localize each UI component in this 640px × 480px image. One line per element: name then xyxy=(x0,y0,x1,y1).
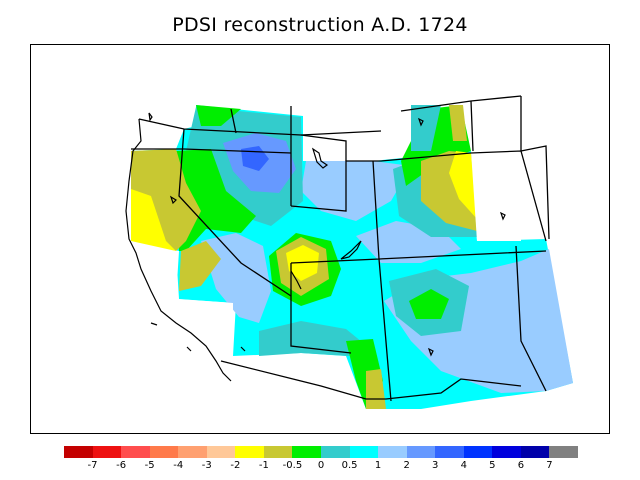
legend-swatch xyxy=(435,446,465,458)
lake-2 xyxy=(417,117,424,127)
border-wy-ne xyxy=(380,150,547,242)
pdsi-field xyxy=(131,105,573,409)
legend-tick-label: 6 xyxy=(517,460,525,471)
legend-tick-label: -5 xyxy=(144,460,155,471)
legend-tick-label: 3 xyxy=(432,460,439,471)
map-title: PDSI reconstruction A.D. 1724 xyxy=(172,14,468,36)
border-nm-tx xyxy=(515,245,547,392)
legend-swatch xyxy=(263,446,293,458)
border-ne-east xyxy=(520,145,550,240)
legend-tick-label: 7 xyxy=(546,460,553,471)
state-boundaries xyxy=(131,95,550,402)
region-green-nm xyxy=(409,289,449,319)
border-ca-nv xyxy=(178,128,292,297)
border-mexico xyxy=(220,360,522,400)
legend-swatch xyxy=(92,446,122,458)
legend-swatch xyxy=(149,446,179,458)
region-yellow-ne xyxy=(449,151,477,219)
coastline xyxy=(125,118,232,382)
legend-swatch xyxy=(321,446,351,458)
border-us-canada-west xyxy=(138,118,382,136)
region-ocean-mask xyxy=(131,241,233,361)
legend-tick-label: 4 xyxy=(460,460,467,471)
legend-tick-label: 0.5 xyxy=(341,460,358,471)
legend-swatch xyxy=(520,446,550,458)
great-salt-lake xyxy=(340,240,362,260)
channel-islands xyxy=(150,322,246,352)
legend-swatch xyxy=(549,446,579,458)
region-yellow-west xyxy=(131,189,176,251)
map-frame xyxy=(30,44,610,434)
legend-tick-label: -1 xyxy=(258,460,269,471)
region-olive-sw xyxy=(179,241,221,291)
legend-swatch xyxy=(121,446,151,458)
region-mask-ne xyxy=(471,143,521,241)
region-green-west xyxy=(176,149,256,251)
lake-mead xyxy=(290,270,302,290)
legend-swatch xyxy=(64,446,94,458)
pdsi-map xyxy=(125,95,573,409)
border-dakotas xyxy=(470,96,522,152)
legend-tick-label: 0 xyxy=(317,460,325,471)
region-green-north xyxy=(196,105,241,126)
legend-tick-label: -0.5 xyxy=(282,460,303,471)
lake-tahoe xyxy=(169,195,177,205)
legend-colorbar xyxy=(64,446,579,458)
border-mt-id xyxy=(300,134,347,161)
border-co-nm xyxy=(378,250,547,402)
border-utah-wy xyxy=(290,160,381,212)
legend-tick-label: -4 xyxy=(173,460,184,471)
legend-tick-label: -7 xyxy=(87,460,98,471)
border-42n xyxy=(131,148,292,154)
legend-swatch xyxy=(292,446,322,458)
lake-1 xyxy=(148,112,153,122)
lakes xyxy=(148,112,506,357)
border-idaho xyxy=(230,106,292,206)
legend-tick-label: 2 xyxy=(403,460,410,471)
border-az-west xyxy=(290,263,352,354)
region-lightblue-west xyxy=(201,233,271,323)
legend-swatch xyxy=(178,446,208,458)
legend-swatch xyxy=(206,446,236,458)
lake-yellowstone xyxy=(311,147,329,169)
legend-tick-label: 1 xyxy=(374,460,382,471)
legend-swatch xyxy=(235,446,265,458)
legend-swatch xyxy=(492,446,522,458)
lake-3 xyxy=(427,347,434,357)
region-teal-south xyxy=(259,321,373,356)
legend-swatch xyxy=(463,446,493,458)
legend-swatch xyxy=(406,446,436,458)
lake-4 xyxy=(499,211,506,221)
legend-swatch xyxy=(349,446,379,458)
legend-swatch xyxy=(378,446,408,458)
legend-tick-label: -2 xyxy=(230,460,241,471)
region-olive-west xyxy=(131,149,201,251)
region-teal-ne-strip xyxy=(411,105,441,151)
region-lightblue-north xyxy=(301,161,411,221)
legend-tick-label: 5 xyxy=(489,460,496,471)
legend-tick-label: -3 xyxy=(201,460,212,471)
legend-tick-label: -6 xyxy=(116,460,127,471)
region-olive-ne-strip xyxy=(449,105,467,141)
